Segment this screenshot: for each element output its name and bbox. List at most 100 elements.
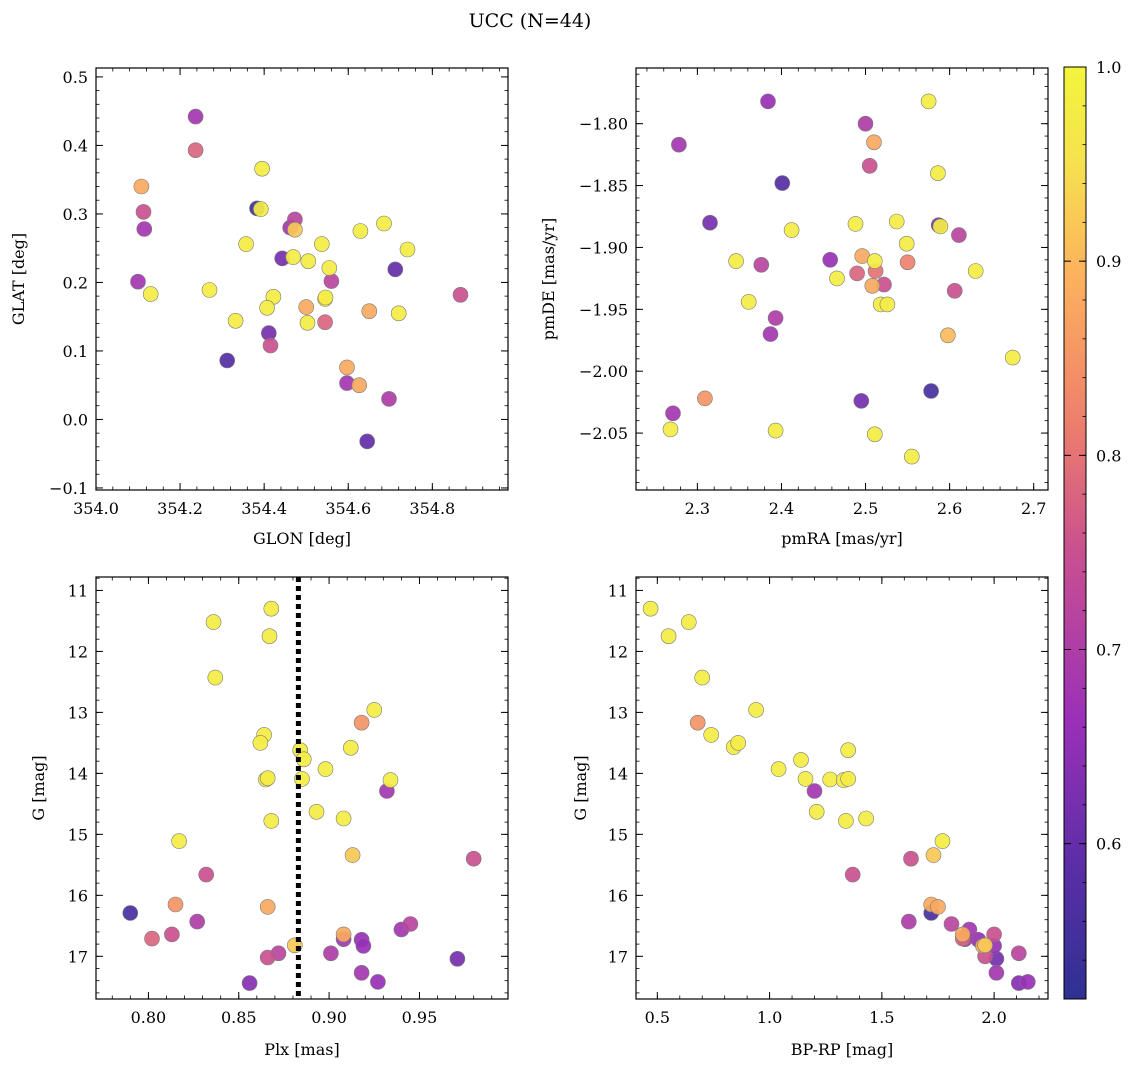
- data-point: [262, 337, 279, 354]
- y-tick-label: 17: [68, 947, 88, 966]
- data-point: [822, 251, 839, 268]
- data-point: [298, 299, 315, 315]
- y-tick-label: 14: [608, 764, 628, 783]
- data-point: [1020, 974, 1036, 990]
- x-tick-label: 2.0: [981, 1008, 1006, 1027]
- x-tick-label: 0.80: [131, 1008, 167, 1027]
- data-point: [903, 448, 920, 465]
- data-point: [770, 761, 787, 777]
- axes-frame: [635, 576, 1049, 1000]
- data-point: [259, 899, 276, 915]
- y-axis-label: pmDE [mas/yr]: [539, 218, 558, 341]
- data-point: [866, 253, 883, 269]
- panel-sky-position: 354.0 354.2 354.4 354.6 354.8 −0.1 0.0 0.1 0.2 0.…: [9, 67, 509, 548]
- data-point: [822, 771, 839, 788]
- data-point: [797, 771, 814, 787]
- data-point: [857, 115, 874, 132]
- x-tick-label: 2.6: [937, 499, 962, 518]
- data-point: [954, 926, 971, 943]
- data-point: [335, 810, 352, 827]
- colorbar-tick-label: 0.9: [1096, 252, 1121, 271]
- data-point: [313, 236, 330, 252]
- data-point: [241, 975, 258, 991]
- y-tick-label: −1.80: [579, 115, 628, 134]
- data-point: [287, 221, 303, 238]
- x-axis-label: BP-RP [mag]: [791, 1040, 893, 1059]
- x-axis-label: pmRA [mas/yr]: [781, 529, 903, 548]
- data-point: [988, 964, 1005, 981]
- data-point: [227, 312, 244, 329]
- data-point: [899, 254, 916, 271]
- data-point: [642, 600, 659, 617]
- data-point: [888, 213, 905, 230]
- y-axis-label: G [mag]: [571, 755, 590, 820]
- data-point: [730, 735, 747, 751]
- data-point: [263, 813, 280, 829]
- data-point: [135, 204, 152, 220]
- data-point: [198, 866, 214, 883]
- y-tick-label: 12: [68, 642, 88, 661]
- data-point: [355, 938, 372, 954]
- x-tick-label: 354.2: [157, 499, 203, 518]
- data-point: [387, 261, 404, 278]
- x-tick-label: 2.5: [853, 499, 878, 518]
- data-point: [449, 950, 466, 967]
- data-point: [339, 359, 355, 376]
- colorbar-tick-label: 0.7: [1096, 641, 1121, 660]
- data-point: [838, 813, 854, 829]
- axes-frame: [95, 576, 509, 1000]
- y-tick-label: 11: [68, 581, 88, 600]
- panel-color-magnitude: 0.5 1.0 1.5 2.0 11 12 13 14 15 16 17 BP-RP [mag] G…: [571, 576, 1049, 1059]
- axes-frame: [635, 67, 1049, 491]
- data-point: [932, 218, 949, 235]
- data-point: [308, 803, 325, 820]
- data-point: [829, 270, 845, 287]
- data-point: [703, 727, 720, 743]
- data-point: [359, 433, 376, 450]
- data-point: [259, 949, 276, 966]
- data-point: [767, 310, 784, 326]
- data-point: [335, 926, 352, 943]
- data-point: [689, 714, 706, 731]
- data-point: [144, 930, 160, 947]
- data-point: [853, 393, 870, 409]
- data-point: [351, 377, 368, 394]
- y-tick-label: 11: [608, 581, 628, 600]
- y-tick-label: 0.0: [63, 410, 88, 429]
- data-point: [940, 327, 956, 344]
- y-tick-label: 12: [608, 642, 628, 661]
- data-point: [694, 669, 711, 686]
- data-point: [344, 847, 361, 863]
- data-point: [259, 770, 276, 787]
- data-point: [1004, 349, 1021, 366]
- data-point: [847, 216, 864, 232]
- x-tick-label: 354.0: [73, 499, 119, 518]
- x-tick-label: 0.95: [402, 1008, 438, 1027]
- data-point: [317, 314, 333, 331]
- data-point: [680, 614, 697, 630]
- data-point: [252, 735, 269, 751]
- data-point: [702, 214, 718, 231]
- data-point: [259, 299, 275, 316]
- data-point: [370, 974, 386, 990]
- data-point: [263, 600, 280, 617]
- y-tick-label: 16: [608, 886, 628, 905]
- data-point: [205, 614, 222, 630]
- data-point: [697, 390, 713, 407]
- data-point: [361, 303, 378, 320]
- x-tick-label: 2.3: [685, 499, 710, 518]
- data-point: [767, 422, 784, 439]
- data-point: [748, 702, 764, 718]
- data-point: [300, 253, 317, 270]
- data-point: [866, 426, 883, 443]
- data-point: [130, 273, 146, 290]
- data-point: [317, 761, 334, 777]
- data-point: [925, 847, 942, 863]
- axes-frame: [95, 67, 509, 491]
- x-tick-label: 1.5: [869, 1008, 894, 1027]
- data-point: [900, 913, 917, 930]
- y-tick-label: −1.95: [579, 300, 628, 319]
- panel-parallax-magnitude: 0.80 0.85 0.90 0.95 11 12 13 14 15 16 17 Plx [mas]…: [29, 576, 509, 1059]
- y-tick-label: 13: [608, 703, 628, 722]
